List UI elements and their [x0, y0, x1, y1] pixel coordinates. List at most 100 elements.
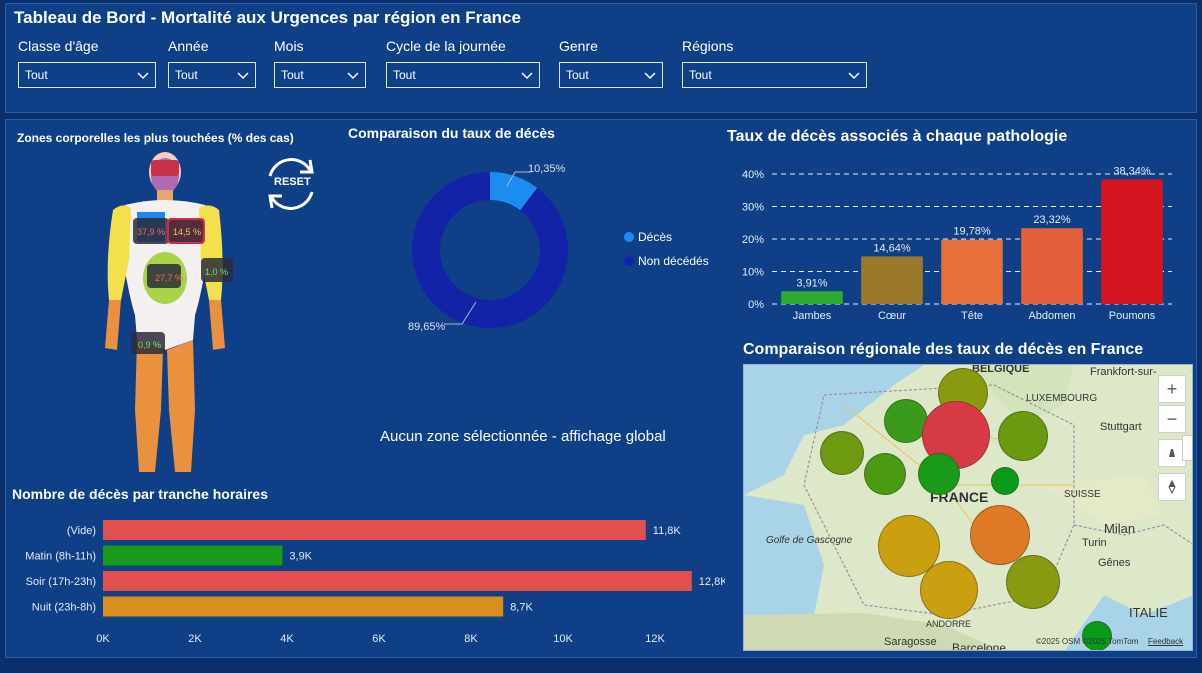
- map-label-belgique: BELGIQUE: [972, 364, 1030, 375]
- region-bubble[interactable]: [920, 561, 978, 619]
- filter-month: Mois: [268, 38, 304, 54]
- legend-dot: [624, 256, 634, 266]
- reset-button[interactable]: RESET: [258, 152, 324, 214]
- legend-dot: [624, 232, 634, 242]
- zone-label-legs: 0,9 %: [138, 340, 162, 350]
- y-category-label: Nuit (23h-8h): [32, 602, 96, 614]
- map-label-stuttgart: Stuttgart: [1100, 421, 1142, 433]
- chevron-down-icon: [347, 72, 359, 80]
- region-bubble[interactable]: [820, 431, 864, 475]
- region-bubble[interactable]: [998, 411, 1048, 461]
- legend-non-deces-label: Non décédés: [638, 254, 709, 268]
- hours-bar-chart[interactable]: (Vide) 11,8K Matin (8h-11h) 3,9K Soir (17h-2…: [5, 512, 725, 652]
- map-label-suisse: SUISSE: [1064, 489, 1101, 500]
- zoom-in-button[interactable]: +: [1158, 375, 1186, 403]
- map-label-luxembourg: LUXEMBOURG: [1026, 393, 1098, 404]
- region-bubble[interactable]: [1006, 555, 1060, 609]
- region-bubble[interactable]: [991, 467, 1019, 495]
- select-age-value: Tout: [25, 68, 48, 82]
- donut-chart[interactable]: [400, 160, 580, 340]
- region-bubble[interactable]: [1082, 621, 1112, 650]
- patho-bar[interactable]: [1101, 179, 1163, 304]
- x-tick-label: Cœur: [878, 310, 906, 322]
- zone-label-abdomen: 27,7 %: [155, 273, 184, 283]
- patho-bar[interactable]: [781, 291, 843, 304]
- zone-abdomen: [147, 264, 181, 288]
- refresh-icon: [268, 158, 314, 210]
- donut-slice-1[interactable]: [412, 172, 568, 328]
- bar-value-label: 12,8K: [699, 576, 725, 588]
- patho-bar-chart[interactable]: 0% 10% 20% 30% 40% 3,91% Jambes 14,64% Cœur 19,78…: [730, 158, 1180, 328]
- select-region-value: Tout: [689, 68, 712, 82]
- bar-value-label: 8,7K: [510, 602, 533, 614]
- reset-label: RESET: [274, 176, 311, 188]
- select-daycycle-value: Tout: [393, 68, 416, 82]
- hours-bar[interactable]: [103, 596, 504, 617]
- donut-slice-0[interactable]: [490, 172, 538, 211]
- select-year-value: Tout: [175, 68, 198, 82]
- x-tick-label: 12K: [645, 633, 665, 645]
- bar-value-label: 38,34%: [1113, 165, 1151, 177]
- map-feedback-link[interactable]: Feedback: [1148, 637, 1184, 646]
- zone-label-lung-right: 14,5 %: [173, 227, 202, 237]
- select-gender[interactable]: Tout: [559, 62, 663, 88]
- select-year[interactable]: Tout: [168, 62, 256, 88]
- filter-gender: Genre: [553, 38, 598, 54]
- x-tick-label: 6K: [372, 633, 386, 645]
- map-label-milan: Milan: [1104, 521, 1136, 536]
- x-tick-label: 4K: [280, 633, 294, 645]
- bar-value-label: 14,64%: [873, 242, 911, 254]
- body-figure[interactable]: [95, 150, 245, 480]
- select-month[interactable]: Tout: [274, 62, 366, 88]
- bar-value-label: 3,9K: [289, 551, 312, 563]
- chevron-down-icon: [848, 72, 860, 80]
- map-side-control[interactable]: [1182, 435, 1192, 461]
- select-age[interactable]: Tout: [18, 62, 156, 88]
- select-region[interactable]: Tout: [682, 62, 867, 88]
- map-label-barcelone: Barcelone: [952, 641, 1007, 651]
- patho-bar[interactable]: [941, 239, 1003, 304]
- map-label-golfe: Golfe de Gascogne: [766, 535, 853, 546]
- chevron-down-icon: [237, 72, 249, 80]
- tilt-icon: [1169, 449, 1175, 457]
- region-map[interactable]: BELGIQUE Frankfort-sur- LUXEMBOURG Stutt…: [743, 364, 1193, 651]
- zone-label-lung-left: 37,9 %: [137, 227, 166, 237]
- selection-status: Aucun zone sélectionnée - affichage glob…: [380, 428, 666, 445]
- bar-value-label: 19,78%: [953, 226, 991, 238]
- donut-label-non-deces: 89,65%: [408, 321, 446, 333]
- filter-daycycle-label: Cycle de la journée: [386, 38, 506, 54]
- chevron-down-icon: [521, 72, 533, 80]
- x-tick-label: Tête: [961, 310, 983, 322]
- map-label-saragosse: Saragosse: [884, 636, 937, 648]
- map-attribution: ©2025 OSM ©2025 TomTom: [1036, 637, 1139, 646]
- legend-non-deces[interactable]: Non décédés: [624, 254, 709, 268]
- map-label-andorre: ANDORRE: [926, 619, 972, 629]
- patho-bar[interactable]: [1021, 228, 1083, 304]
- head-zone-highlight: [151, 160, 179, 176]
- hours-bar[interactable]: [103, 520, 646, 540]
- zone-legs: [131, 332, 165, 354]
- patho-bar[interactable]: [861, 256, 923, 304]
- y-category-label: Matin (8h-11h): [25, 551, 96, 563]
- zoom-out-button[interactable]: −: [1158, 405, 1186, 433]
- y-tick-label: 40%: [742, 169, 764, 181]
- region-bubble[interactable]: [918, 453, 960, 495]
- x-tick-label: Jambes: [793, 310, 832, 322]
- filter-year: Année: [162, 38, 208, 54]
- legend-deces-label: Décès: [638, 230, 673, 244]
- select-daycycle[interactable]: Tout: [386, 62, 540, 88]
- hours-bar[interactable]: [103, 571, 692, 591]
- compass-button[interactable]: [1158, 473, 1186, 501]
- body-zones-title: Zones corporelles les plus touchées (% d…: [17, 131, 294, 145]
- map-title: Comparaison régionale des taux de décès …: [743, 341, 1144, 358]
- donut-title: Comparaison du taux de décès: [348, 125, 555, 141]
- dashboard-title: Tableau de Bord - Mortalité aux Urgences…: [14, 8, 521, 27]
- chevron-down-icon: [644, 72, 656, 80]
- region-bubble[interactable]: [864, 453, 906, 495]
- y-category-label: Soir (17h-23h): [26, 576, 96, 588]
- legend-deces[interactable]: Décès: [624, 230, 672, 244]
- region-bubble[interactable]: [970, 505, 1030, 565]
- map-label-genes: Gênes: [1098, 557, 1131, 569]
- filter-month-label: Mois: [274, 38, 304, 54]
- hours-bar[interactable]: [103, 545, 283, 566]
